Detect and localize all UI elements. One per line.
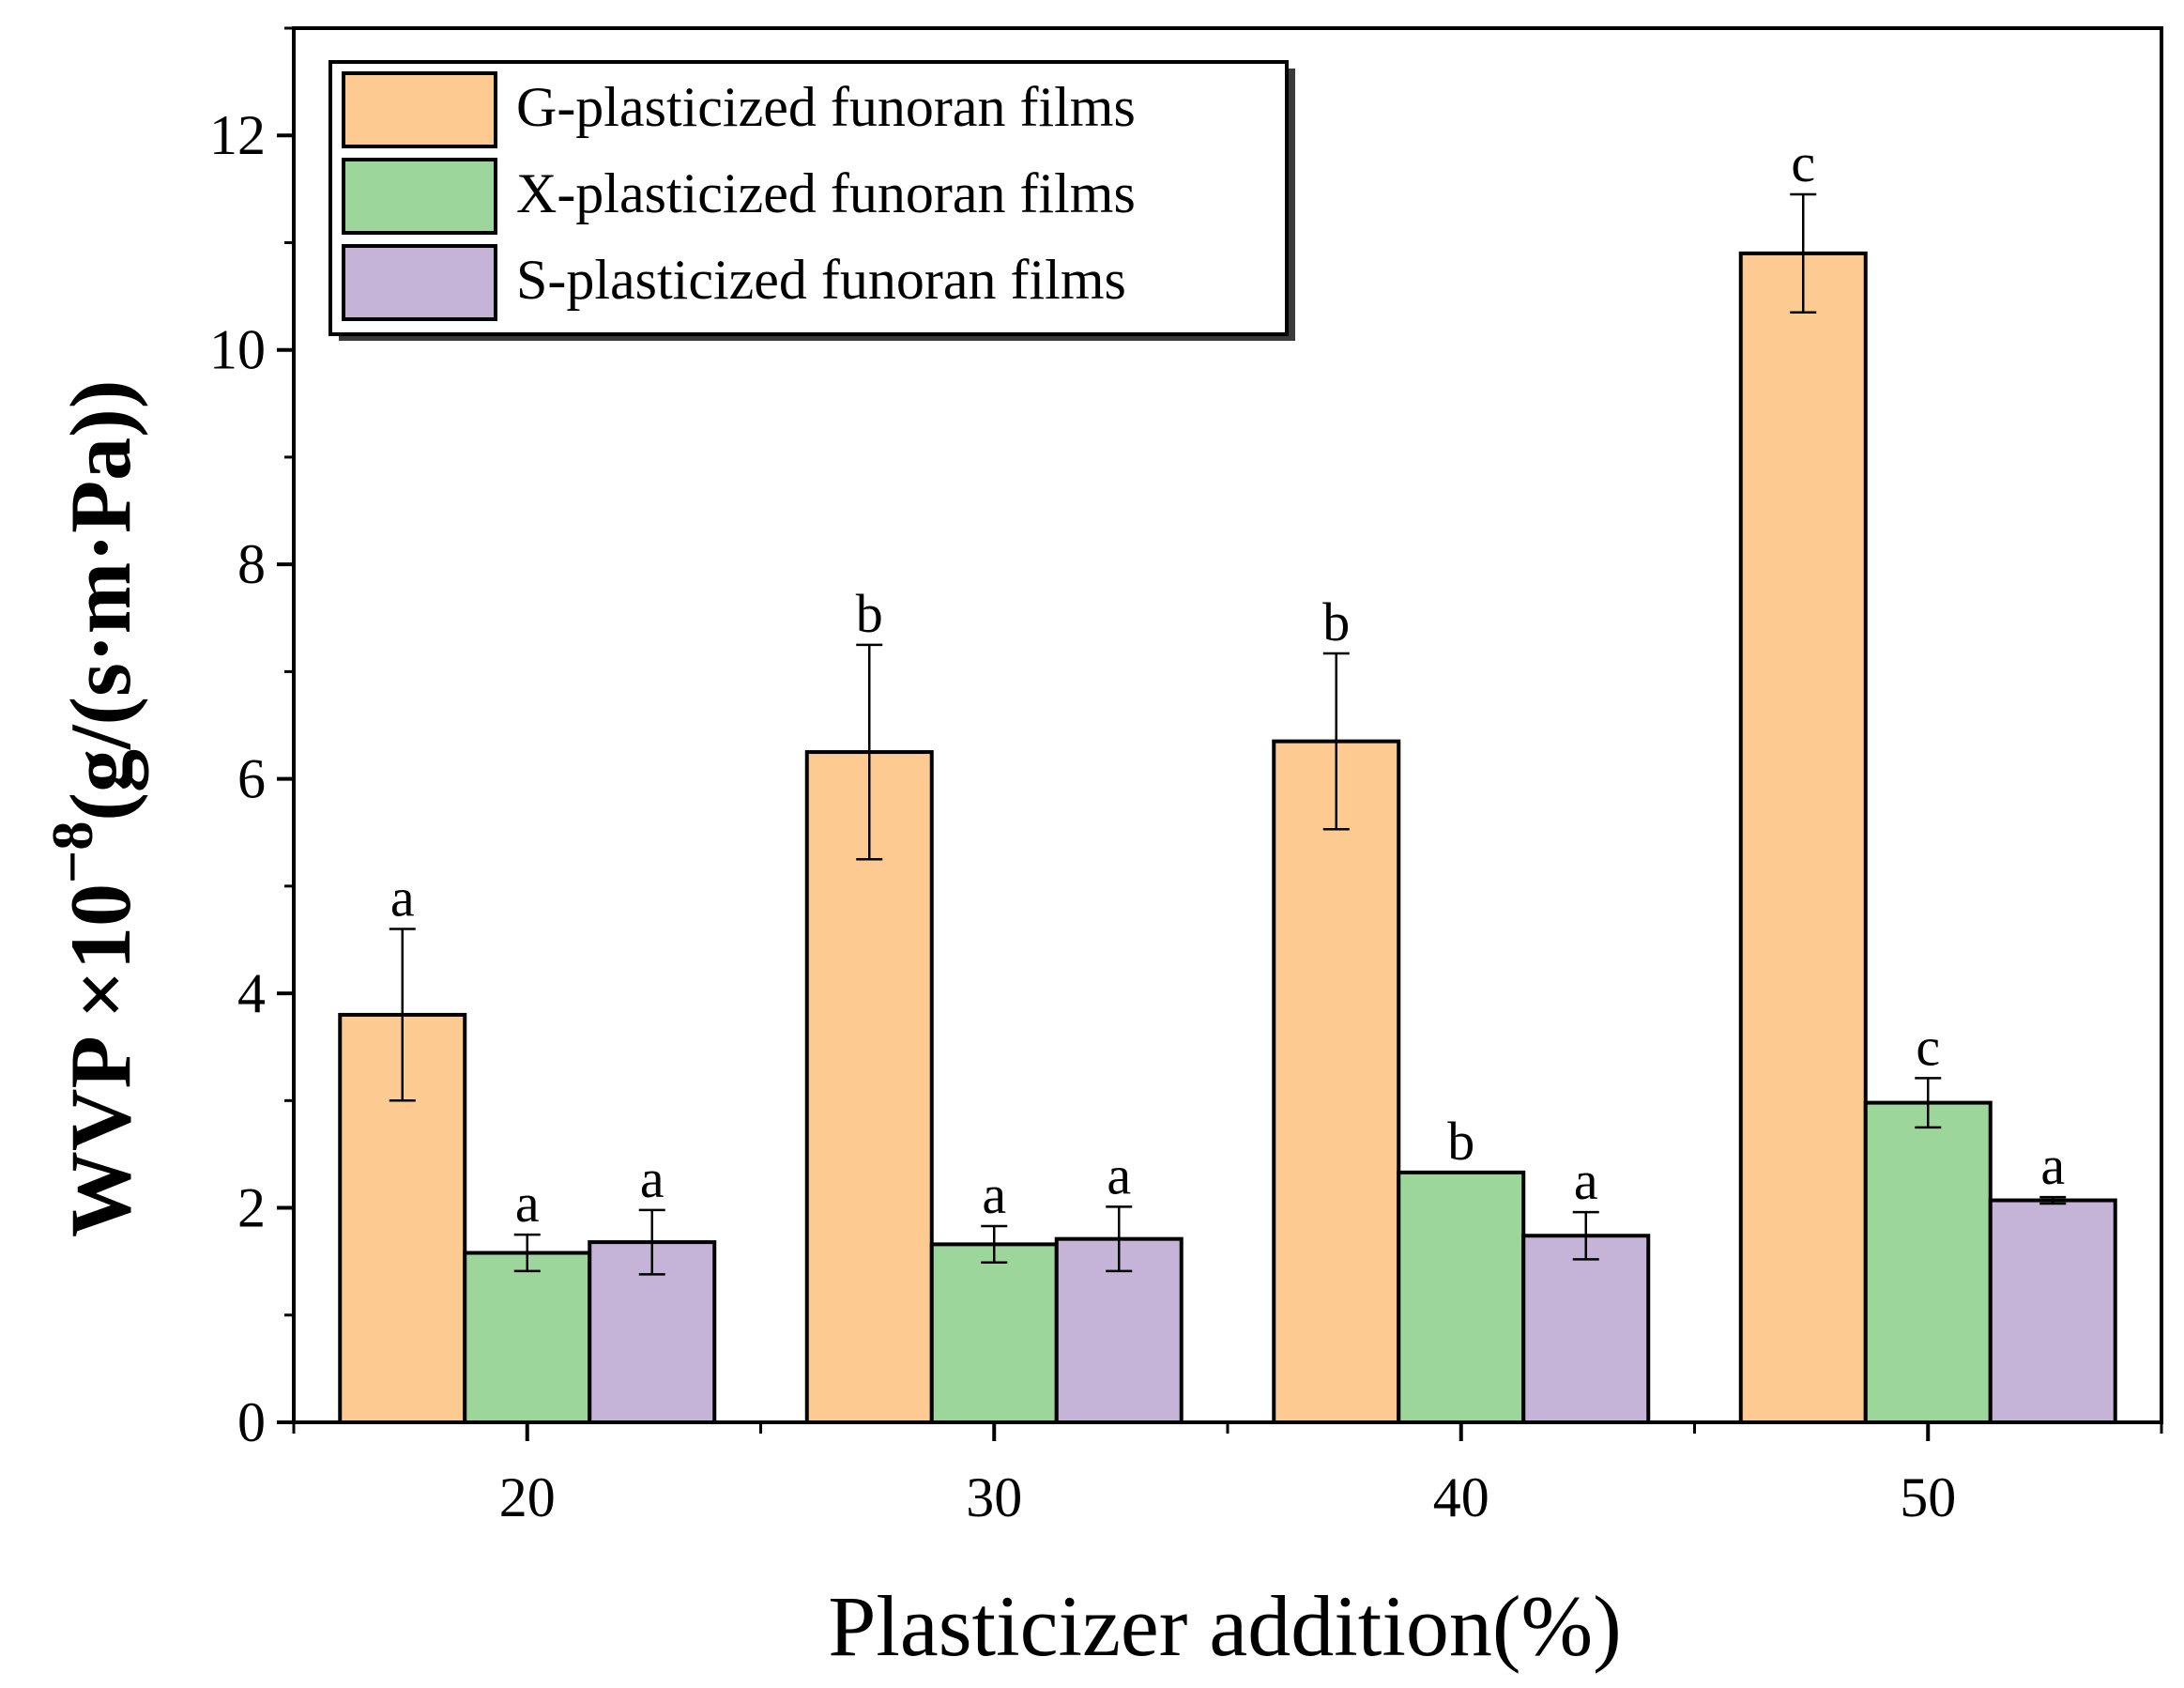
bar-3-50 <box>1988 1198 2117 1425</box>
legend: G-plasticized funoran films X-plasticized… <box>328 60 1295 341</box>
significance-letter-3-40: a <box>1574 1150 1598 1211</box>
significance-letter-3-50: a <box>2040 1135 2065 1196</box>
y-axis-ticks: 0 2 4 6 8 10 12 <box>209 26 294 1453</box>
bar-2-30 <box>929 1242 1059 1425</box>
bar-2-50 <box>1863 1100 1993 1424</box>
bar-1-50 <box>1738 251 1868 1424</box>
legend-swatch-1 <box>342 71 497 148</box>
significance-letter-2-40: b <box>1447 1111 1474 1172</box>
legend-swatch-3 <box>342 244 497 321</box>
significance-letter-1-50: c <box>1791 132 1815 193</box>
bar-1-40 <box>1272 739 1401 1424</box>
y-tick-label-2: 2 <box>237 1177 266 1239</box>
legend-label-1: G-plasticized funoran films <box>516 76 1136 138</box>
bar-3-40 <box>1521 1234 1651 1424</box>
x-tick-label-40: 40 <box>1433 1466 1489 1528</box>
significance-letter-1-30: b <box>856 583 883 644</box>
x-tick-label-20: 20 <box>499 1466 556 1528</box>
significance-letter-3-20: a <box>640 1148 664 1209</box>
y-tick-label-8: 8 <box>237 533 266 595</box>
significance-letter-3-30: a <box>1107 1144 1131 1205</box>
y-tick-label-10: 10 <box>209 319 266 381</box>
legend-label-3: S-plasticized funoran films <box>516 249 1126 311</box>
error-bars-layer <box>389 192 2067 1276</box>
x-tick-label-50: 50 <box>1900 1466 1956 1528</box>
significance-letter-2-20: a <box>515 1173 540 1234</box>
y-tick-label-6: 6 <box>237 748 266 810</box>
legend-items: G-plasticized funoran films X-plasticized… <box>342 71 1136 321</box>
significance-letter-2-30: a <box>982 1164 1006 1225</box>
legend-swatch-2 <box>342 158 497 235</box>
y-axis-title-main: WVP ×10 <box>53 883 148 1237</box>
legend-label-2: X-plasticized funoran films <box>516 162 1136 224</box>
significance-letter-1-40: b <box>1322 591 1350 652</box>
y-tick-label-4: 4 <box>237 962 266 1024</box>
significance-letter-1-20: a <box>390 867 415 928</box>
significance-letters-layer: a a a b a a b b a c c a <box>390 132 2065 1234</box>
bar-2-40 <box>1397 1170 1526 1424</box>
bars-layer <box>338 251 2117 1425</box>
bar-2-20 <box>463 1251 592 1424</box>
x-tick-label-30: 30 <box>966 1466 1022 1528</box>
y-axis-title: WVP ×10−8(g/(s·m·Pa)) <box>41 380 148 1237</box>
x-axis-ticks: 20 30 40 50 <box>292 1422 2163 1528</box>
y-axis-title-unit: (g/(s·m·Pa)) <box>53 380 148 821</box>
significance-letter-2-50: c <box>1916 1016 1940 1077</box>
y-tick-label-12: 12 <box>209 104 266 166</box>
x-axis-title: Plasticizer addition(%) <box>828 1578 1622 1674</box>
y-tick-label-0: 0 <box>237 1391 266 1453</box>
y-axis-title-exponent: −8 <box>41 821 105 883</box>
